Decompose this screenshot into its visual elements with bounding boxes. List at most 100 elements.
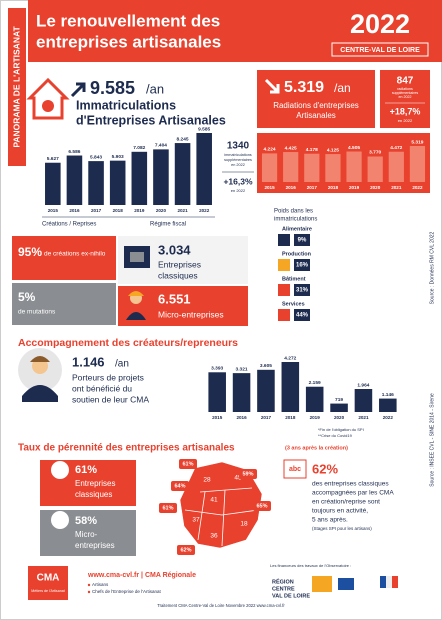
x-tick-label: 2015 (212, 415, 223, 420)
extra-text: supplémentaires (392, 91, 419, 95)
bar (379, 398, 397, 412)
cma-text: des entreprises classiques (312, 481, 389, 488)
worker-icon (126, 291, 146, 320)
x-tick-label: 2018 (328, 185, 339, 190)
bar (174, 143, 191, 205)
poids-label: Production (282, 251, 312, 257)
cma-text: en création/reprise sont (312, 499, 380, 506)
department-borders (184, 487, 259, 547)
types-value: 6.551 (158, 291, 191, 306)
rate-text: Entreprises (75, 479, 115, 488)
factory-icon (124, 246, 150, 268)
headline: 9.585 (90, 78, 135, 98)
section-title: Accompagnement des créateurs/repreneurs (18, 337, 238, 349)
value-label: 1.964 (357, 382, 369, 388)
radiations-box (257, 70, 375, 128)
cma-text: accompagnées par les CMA (312, 490, 394, 497)
extra-text: immatriculations (224, 153, 252, 157)
logo-text: Métiers de l'Artisanat (31, 589, 64, 593)
bar (281, 362, 300, 412)
bar (367, 156, 383, 182)
bar (88, 161, 104, 205)
bar (232, 373, 251, 412)
bar (354, 389, 373, 412)
creations-value: 95% (18, 245, 42, 259)
credit: Traitement CMA Centre-Val de Loire Novem… (157, 603, 285, 608)
value-label: 3.605 (260, 363, 272, 369)
poids-list: Alimentaire 9% Production 16% Bâtiment 31% Ser… (278, 226, 312, 321)
x-tick-label: 2015 (48, 208, 59, 213)
rate: 61% (75, 464, 97, 476)
rate-badge (239, 469, 257, 479)
funders: Les financeurs des travaux de l'Observat… (270, 563, 351, 568)
headline: 5.319 (284, 79, 324, 96)
value-label: 4.472 (390, 145, 402, 151)
rate: 62% (312, 461, 338, 476)
poids-label: Alimentaire (282, 226, 312, 232)
cma-note: (Stages SPI pour les artisans) (312, 526, 372, 531)
text: ont bénéficié du (72, 383, 132, 393)
value-label: 7.404 (155, 143, 167, 149)
radiations-chart-bg (257, 133, 430, 193)
poids-icon (278, 234, 290, 246)
rate-text: Micro- (75, 530, 98, 539)
unit: /an (115, 359, 129, 370)
abc-icon (283, 459, 307, 479)
bar (257, 369, 275, 412)
value-label: 9.585 (198, 126, 210, 132)
bullet: Chefs de l'Entreprise de l'Artisanat (92, 589, 162, 594)
bar (283, 152, 299, 182)
poids-title: Poids dans les (274, 209, 313, 215)
x-tick-label: 2022 (199, 208, 210, 213)
extra-text: supplémentaires (224, 158, 252, 162)
rate-badge (253, 501, 271, 511)
department-rate: 65% (256, 503, 267, 509)
bar (131, 151, 148, 205)
x-tick-label: 2020 (156, 208, 167, 213)
rate-badge (177, 545, 195, 555)
bar (346, 151, 362, 182)
types-value: 3.034 (158, 242, 191, 257)
extra-text: en 2022 (231, 163, 245, 167)
region-logo: RÉGION (272, 577, 294, 585)
value-label: 7.082 (133, 145, 145, 151)
growth-value: +16,3% (223, 176, 253, 186)
value-label: 3.770 (369, 150, 381, 156)
department-code: 45 (234, 475, 242, 482)
label: d'Entreprises Artisanales (76, 113, 226, 127)
cma-text: toujours en activité, (312, 508, 368, 515)
poids-value: 31% (296, 288, 309, 294)
down-arrow (264, 78, 280, 94)
extra-value: 1340 (227, 141, 250, 152)
bar (409, 146, 426, 182)
bullet: Artisans (92, 582, 109, 587)
bar (261, 153, 278, 182)
value-label: 719 (335, 397, 343, 403)
value-label: 4.125 (327, 147, 339, 153)
poids-label: Bâtiment (282, 276, 306, 282)
rate: 58% (75, 515, 97, 527)
value-label: 4.178 (306, 147, 318, 153)
source: Source : Données RM CVL 2022 (429, 231, 435, 304)
rate-text: classiques (75, 490, 112, 499)
region-box (331, 42, 429, 57)
x-tick-label: 2017 (91, 208, 102, 213)
axis-note: Régime fiscal (150, 222, 186, 228)
source: Source : INSEE CVL - SINE 2014 - Sirene (429, 393, 435, 487)
x-tick-label: 2018 (285, 415, 296, 420)
x-tick-label: 2016 (236, 415, 247, 420)
department-code: 28 (203, 477, 211, 484)
bar (66, 155, 83, 205)
department-rate: 59% (242, 471, 253, 477)
region-map (179, 461, 263, 549)
cma-logo (28, 566, 68, 600)
x-tick-label: 2019 (134, 208, 145, 213)
label: Radiations d'entreprises (273, 101, 359, 110)
section-title: Taux de pérennité des entreprises artisa… (18, 443, 235, 454)
a-icon (51, 461, 69, 479)
x-tick-label: 2022 (383, 415, 394, 420)
creations-text: de créations ex-nihilo (44, 251, 106, 258)
x-tick-label: 2020 (334, 415, 345, 420)
